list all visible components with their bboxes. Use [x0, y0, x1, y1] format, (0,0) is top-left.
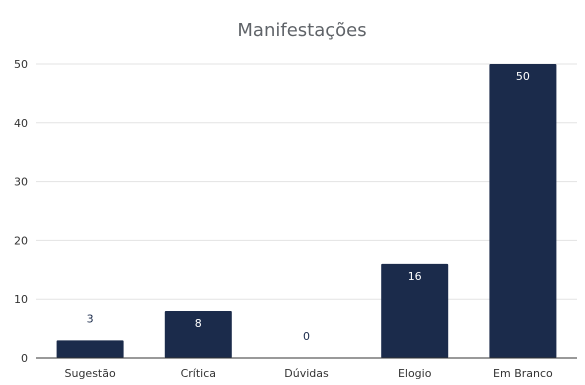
y-tick-label: 10 [14, 293, 28, 306]
x-axis-ticks: Sugestão Crítica Dúvidas Elogio Em Branco [64, 367, 553, 380]
bar [56, 340, 124, 358]
data-label: 0 [303, 330, 310, 343]
x-tick-label: Sugestão [64, 367, 115, 380]
data-label: 50 [516, 70, 530, 83]
data-label: 8 [195, 317, 202, 330]
bar [164, 310, 232, 358]
y-tick-label: 20 [14, 234, 28, 247]
y-axis-ticks: 0 10 20 30 40 50 [14, 58, 28, 365]
data-label: 16 [408, 270, 422, 283]
data-labels: 3 8 0 16 50 [87, 70, 530, 343]
bars [56, 64, 557, 358]
gridlines [36, 63, 577, 300]
bar [381, 263, 449, 358]
x-tick-label: Crítica [181, 367, 216, 380]
x-tick-label: Elogio [398, 367, 432, 380]
chart-title: Manifestações [237, 20, 366, 41]
y-tick-label: 50 [14, 58, 28, 71]
x-tick-label: Dúvidas [284, 367, 329, 380]
x-tick-label: Em Branco [493, 367, 553, 380]
y-tick-label: 40 [14, 117, 28, 130]
data-label: 3 [87, 312, 94, 325]
y-tick-label: 30 [14, 176, 28, 189]
y-tick-label: 0 [21, 352, 28, 365]
bar [489, 64, 557, 358]
